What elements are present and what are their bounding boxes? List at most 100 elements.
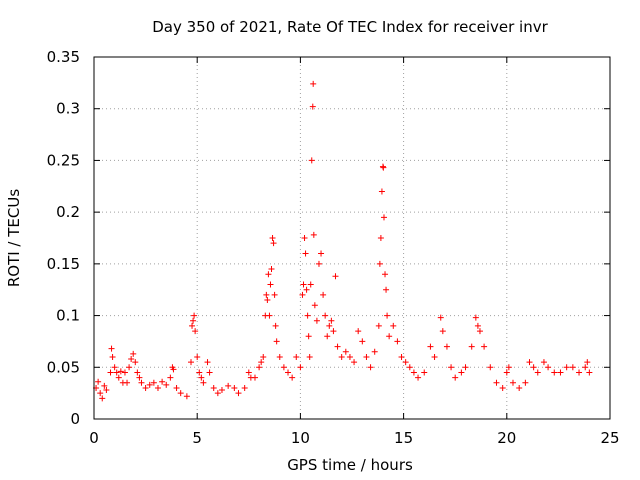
data-point	[189, 322, 196, 329]
data-point	[334, 343, 341, 350]
data-point	[196, 369, 203, 376]
data-point	[355, 328, 362, 335]
data-point	[280, 364, 287, 371]
grid	[94, 57, 610, 419]
data-point	[306, 353, 313, 360]
data-point	[305, 333, 312, 340]
y-tick-label: 0.2	[56, 203, 80, 221]
data-point	[402, 359, 409, 366]
data-point	[256, 364, 263, 371]
data-point	[301, 235, 308, 241]
data-point	[235, 390, 242, 397]
data-point	[468, 343, 475, 350]
data-point	[376, 260, 383, 267]
data-point	[300, 281, 307, 288]
y-axis-tick-labels: 0 0.05 0.1 0.15 0.2 0.25 0.3 0.35	[47, 48, 80, 428]
data-point	[285, 369, 292, 376]
data-point	[326, 322, 333, 329]
data-point	[263, 291, 270, 298]
data-point	[210, 384, 217, 391]
data-point	[338, 353, 345, 360]
data-point	[584, 359, 591, 366]
data-point	[269, 235, 276, 241]
chart-title: Day 350 of 2021, Rate Of TEC Index for r…	[152, 18, 548, 36]
data-point	[115, 374, 122, 381]
data-point	[563, 364, 570, 371]
data-point	[310, 231, 317, 238]
data-point	[264, 297, 271, 304]
y-tick-label: 0	[70, 410, 80, 428]
data-point	[526, 359, 533, 366]
data-point	[499, 384, 506, 391]
data-point	[225, 382, 232, 389]
data-point	[163, 381, 170, 388]
data-point	[522, 379, 529, 386]
data-point	[410, 369, 417, 376]
x-tick-label: 10	[291, 429, 310, 447]
data-point	[322, 312, 329, 319]
data-point	[307, 281, 314, 288]
data-point	[150, 379, 157, 386]
data-point	[107, 369, 114, 376]
data-point	[342, 348, 349, 355]
data-point	[308, 157, 315, 164]
data-point	[415, 374, 422, 381]
data-point	[267, 281, 274, 288]
data-point	[330, 328, 337, 335]
y-tick-label: 0.25	[47, 151, 80, 169]
data-point	[134, 369, 141, 376]
data-point	[138, 379, 145, 386]
data-point	[310, 80, 317, 87]
data-point	[99, 395, 106, 402]
data-point	[458, 369, 465, 376]
data-point	[121, 369, 128, 376]
data-point	[304, 312, 311, 319]
data-point	[394, 338, 401, 345]
data-point	[378, 188, 385, 195]
data-point	[448, 364, 455, 371]
data-point	[271, 291, 278, 298]
data-point	[582, 364, 589, 371]
data-point	[505, 364, 512, 371]
y-tick-label: 0.35	[47, 48, 80, 66]
data-point	[386, 333, 393, 340]
data-point	[268, 266, 275, 273]
data-point	[276, 353, 283, 360]
data-point	[309, 103, 316, 110]
data-point	[557, 369, 564, 376]
axis-ticks	[93, 56, 611, 420]
data-point	[427, 343, 434, 350]
data-point	[487, 364, 494, 371]
data-point	[302, 250, 309, 257]
y-tick-label: 0.05	[47, 358, 80, 376]
data-point	[439, 328, 446, 335]
data-point	[476, 328, 483, 335]
data-point	[214, 390, 221, 397]
data-point	[124, 379, 131, 386]
data-point	[421, 369, 428, 376]
data-point	[206, 369, 213, 376]
data-point	[324, 333, 331, 340]
data-point	[188, 359, 195, 366]
data-point	[142, 384, 149, 391]
data-point	[130, 350, 137, 357]
data-point	[586, 369, 593, 376]
data-point	[111, 364, 118, 371]
y-tick-label: 0.15	[47, 255, 80, 273]
data-point	[540, 359, 547, 366]
data-point	[117, 368, 124, 375]
y-tick-label: 0.3	[56, 100, 80, 118]
data-point	[351, 359, 358, 366]
data-point	[390, 322, 397, 329]
data-point	[545, 364, 552, 371]
data-point	[384, 312, 391, 319]
data-point	[359, 338, 366, 345]
data-point	[509, 379, 516, 386]
data-point	[270, 240, 277, 247]
data-point	[109, 353, 116, 360]
data-point	[472, 314, 479, 321]
data-point	[293, 353, 300, 360]
data-point	[136, 374, 143, 381]
data-point	[377, 235, 384, 241]
data-point	[159, 378, 166, 385]
